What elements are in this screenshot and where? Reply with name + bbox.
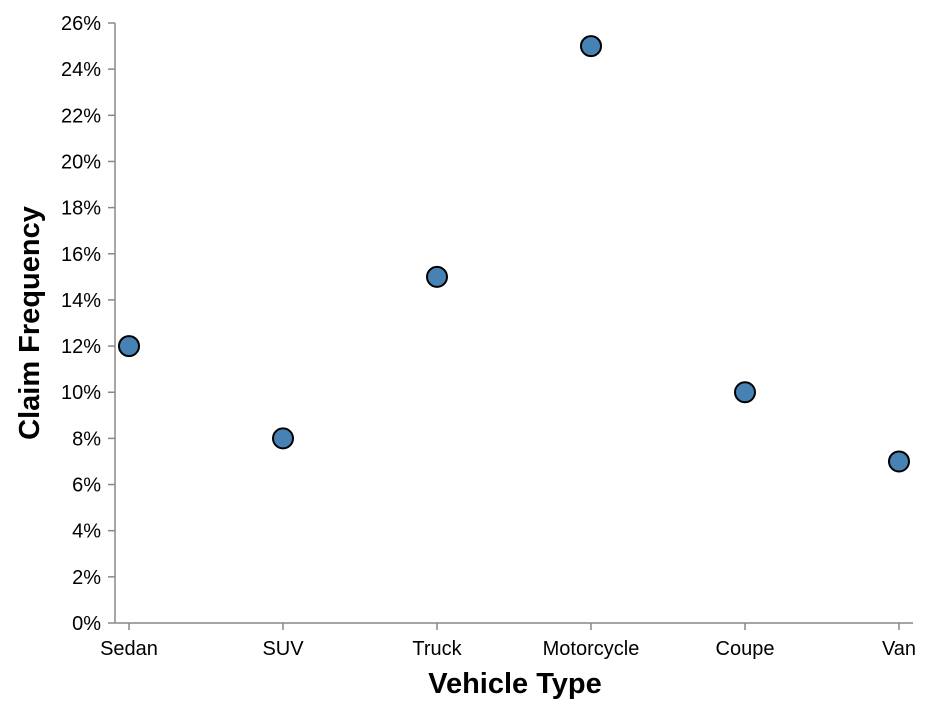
y-axis-title: Claim Frequency <box>14 206 46 440</box>
x-axis: Sedan SUV Truck Motorcycle Coupe Van <box>100 622 916 660</box>
y-tick-label: 6% <box>72 475 101 497</box>
data-point-suv <box>272 427 294 450</box>
y-tick-label: 0% <box>72 613 101 635</box>
y-tick-label: 10% <box>61 382 101 404</box>
y-tick-label: 8% <box>72 428 101 450</box>
y-tick-label: 14% <box>61 290 101 312</box>
x-tick-label: Van <box>882 638 916 660</box>
y-tick-label: 18% <box>61 198 101 220</box>
y-tick-label: 16% <box>61 244 101 266</box>
x-tick-label: Coupe <box>716 638 775 660</box>
data-point-van <box>888 450 910 473</box>
data-point-motorcycle <box>580 35 602 58</box>
x-tick-label: Sedan <box>100 638 158 660</box>
x-axis-title: Vehicle Type <box>428 668 602 700</box>
x-tick-label: Truck <box>412 638 462 660</box>
x-tick-label: SUV <box>262 638 304 660</box>
y-tick-label: 12% <box>61 336 101 358</box>
data-points <box>118 35 910 473</box>
data-point-coupe <box>734 381 756 404</box>
y-tick-label: 24% <box>61 59 101 81</box>
data-point-truck <box>426 265 448 288</box>
y-axis: 0% 2% 4% 6% 8% 10% 12% 14% 16% 18% 20% 22% 24% 26% <box>61 13 116 635</box>
y-tick-label: 2% <box>72 567 101 589</box>
data-point-sedan <box>118 335 140 358</box>
x-tick-label: Motorcycle <box>543 638 640 660</box>
y-tick-label: 20% <box>61 151 101 173</box>
y-tick-label: 22% <box>61 105 101 127</box>
y-tick-label: 26% <box>61 13 101 35</box>
y-tick-label: 4% <box>72 521 101 543</box>
